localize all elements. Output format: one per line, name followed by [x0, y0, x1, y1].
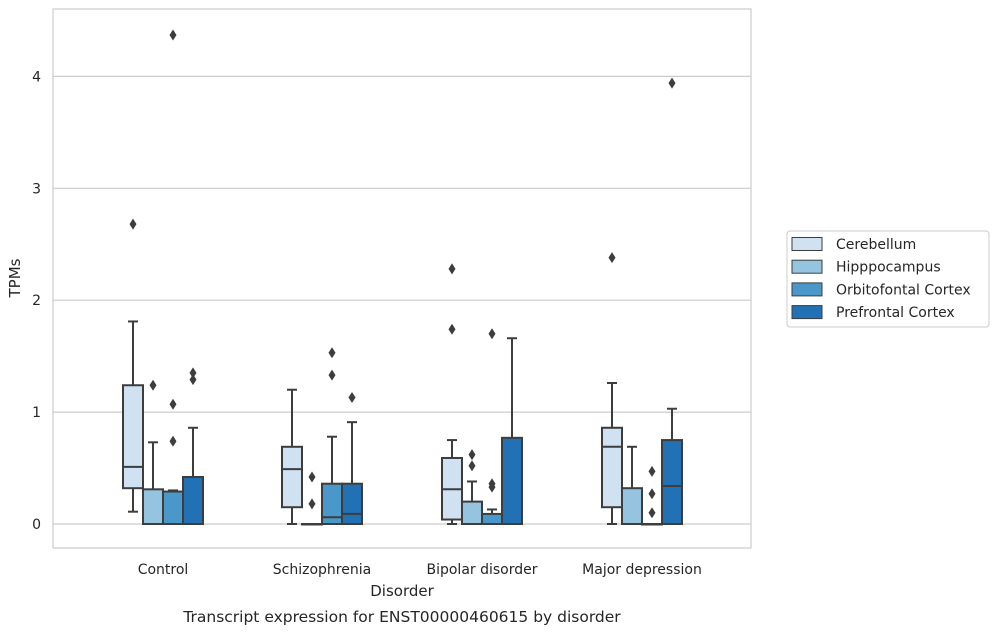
- box-body: [501, 436, 523, 526]
- outlier-point: [189, 374, 197, 386]
- gridlines: [53, 75, 751, 525]
- box-0-3: [601, 252, 623, 525]
- x-tick-label: Major depression: [582, 562, 702, 578]
- legend-label: Prefrontal Cortex: [836, 305, 955, 321]
- outlier-point: [468, 449, 476, 461]
- legend-swatch: [791, 305, 823, 320]
- outlier-point: [448, 263, 456, 275]
- box-3-2: [501, 337, 523, 526]
- box-3-0: [182, 367, 204, 526]
- y-tick-label: 0: [32, 517, 41, 533]
- outlier-point: [648, 488, 656, 500]
- box-0-2: [441, 263, 463, 525]
- outlier-point: [308, 498, 316, 510]
- x-tick-labels: Control Schizophrenia Bipolar disorder Majo…: [138, 562, 702, 578]
- outlier-point: [488, 328, 496, 340]
- box-1-0: [142, 379, 164, 526]
- outlier-point: [488, 478, 496, 490]
- outlier-point: [308, 471, 316, 483]
- box-body: [182, 476, 204, 526]
- box-2-0: [162, 29, 184, 526]
- y-tick-labels: 0 1 2 3 4: [32, 69, 41, 533]
- box-1-1: [301, 471, 323, 526]
- box-body: [601, 426, 623, 509]
- outlier-point: [608, 252, 616, 264]
- y-tick-label: 2: [32, 293, 41, 309]
- outlier-point: [348, 392, 356, 404]
- box-1-3: [621, 445, 643, 525]
- box-body: [281, 445, 303, 509]
- box-1-2: [461, 449, 483, 525]
- box-body: [162, 490, 184, 526]
- legend-swatch: [791, 237, 823, 251]
- x-tick-label: Control: [138, 562, 189, 578]
- box-body: [661, 439, 683, 526]
- box-0-1: [281, 388, 303, 525]
- outlier-point: [169, 398, 177, 410]
- box-plots: [122, 29, 683, 526]
- plot-frame: [52, 8, 752, 549]
- x-tick-label: Schizophrenia: [273, 562, 371, 578]
- box-body: [142, 488, 164, 526]
- x-tick-label: Bipolar disorder: [426, 562, 537, 578]
- outlier-point: [129, 218, 137, 230]
- legend-label: Orbitofontal Cortex: [836, 282, 971, 298]
- box-2-3: [641, 465, 663, 526]
- y-axis-label: TPMs: [6, 258, 24, 298]
- outlier-point: [169, 29, 177, 41]
- outlier-point: [448, 323, 456, 335]
- outlier-point: [189, 367, 197, 379]
- y-tick-label: 4: [32, 69, 41, 85]
- box-3-3: [661, 77, 683, 526]
- box-body: [341, 482, 363, 526]
- y-tick-label: 1: [32, 405, 41, 421]
- outlier-point: [668, 77, 676, 89]
- box-0-0: [122, 218, 144, 513]
- outlier-point: [328, 369, 336, 381]
- legend-swatch: [791, 259, 823, 274]
- outlier-point: [169, 435, 177, 447]
- legend: Cerebellum Hipppocampus Orbitofontal Corte…: [786, 230, 990, 328]
- box-2-2: [481, 328, 503, 526]
- legend-frame: [786, 230, 990, 328]
- box-2-1: [321, 347, 343, 526]
- box-3-1: [341, 392, 363, 526]
- outlier-point: [468, 460, 476, 472]
- y-tick-label: 3: [32, 181, 41, 197]
- outlier-point: [328, 347, 336, 359]
- legend-swatch: [791, 282, 823, 297]
- box-body: [481, 512, 503, 526]
- box-body: [621, 487, 643, 525]
- box-body: [122, 384, 144, 490]
- outlier-point: [648, 465, 656, 477]
- legend-label: Hipppocampus: [836, 260, 941, 276]
- box-body: [461, 500, 483, 525]
- outlier-point: [648, 507, 656, 519]
- x-axis-label: Disorder: [370, 582, 434, 600]
- legend-label: Cerebellum: [836, 237, 916, 253]
- chart-caption: Transcript expression for ENST0000046061…: [182, 608, 621, 626]
- outlier-point: [149, 379, 157, 391]
